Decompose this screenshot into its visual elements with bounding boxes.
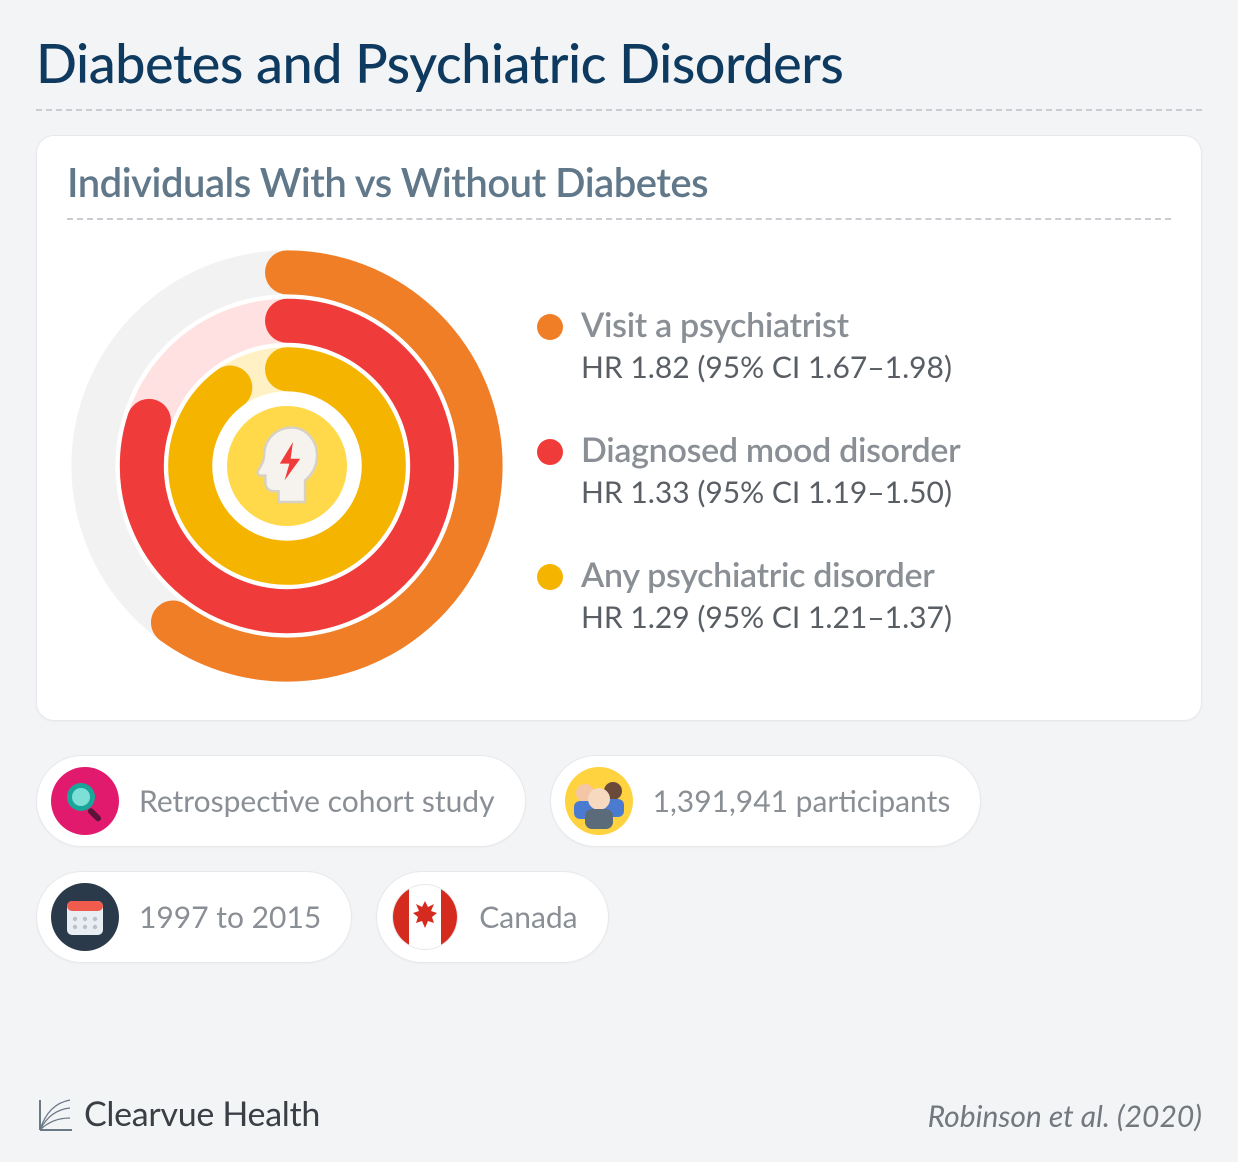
- legend-item-any-psych: Any psychiatric disorder HR 1.29 (95% CI…: [537, 554, 1171, 635]
- legend-item-visit-psychiatrist: Visit a psychiatrist HR 1.82 (95% CI 1.6…: [537, 304, 1171, 385]
- chart-row: Visit a psychiatrist HR 1.82 (95% CI 1.6…: [67, 246, 1171, 686]
- badge-study-type: Retrospective cohort study: [36, 755, 526, 847]
- badge-text: Retrospective cohort study: [139, 783, 495, 819]
- main-card: Individuals With vs Without Diabetes Vis…: [36, 135, 1202, 721]
- legend-title: Visit a psychiatrist: [581, 304, 952, 345]
- legend-value: HR 1.82 (95% CI 1.67–1.98): [581, 349, 952, 385]
- brand-logo-icon: [36, 1094, 76, 1134]
- page-title: Diabetes and Psychiatric Disorders: [36, 30, 1202, 95]
- donut-chart: [67, 246, 507, 686]
- legend-title: Diagnosed mood disorder: [581, 429, 960, 470]
- badge-text: Canada: [479, 899, 577, 935]
- badge-country: Canada: [376, 871, 608, 963]
- legend-dot: [537, 314, 563, 340]
- card-subtitle: Individuals With vs Without Diabetes: [67, 158, 1171, 206]
- magnifier-icon: [51, 767, 119, 835]
- brand: Clearvue Health: [36, 1093, 320, 1134]
- footer: Clearvue Health Robinson et al. (2020): [36, 1093, 1202, 1134]
- badge-years: 1997 to 2015: [36, 871, 352, 963]
- people-icon: [565, 767, 633, 835]
- canada-flag-icon: [391, 883, 459, 951]
- badge-text: 1997 to 2015: [139, 899, 321, 935]
- badge-text: 1,391,941 participants: [653, 783, 951, 819]
- brand-text: Clearvue Health: [84, 1093, 320, 1134]
- head-bolt-icon: [227, 406, 347, 526]
- legend-dot: [537, 564, 563, 590]
- legend-dot: [537, 439, 563, 465]
- title-divider: [36, 109, 1202, 111]
- study-badges: Retrospective cohort study 1,391,941 par…: [36, 755, 1202, 963]
- citation: Robinson et al. (2020): [928, 1098, 1202, 1134]
- legend: Visit a psychiatrist HR 1.82 (95% CI 1.6…: [537, 298, 1171, 635]
- legend-value: HR 1.29 (95% CI 1.21–1.37): [581, 599, 952, 635]
- card-divider: [67, 218, 1171, 220]
- legend-title: Any psychiatric disorder: [581, 554, 952, 595]
- legend-item-mood-disorder: Diagnosed mood disorder HR 1.33 (95% CI …: [537, 429, 1171, 510]
- calendar-icon: [51, 883, 119, 951]
- legend-value: HR 1.33 (95% CI 1.19–1.50): [581, 474, 960, 510]
- badge-participants: 1,391,941 participants: [550, 755, 982, 847]
